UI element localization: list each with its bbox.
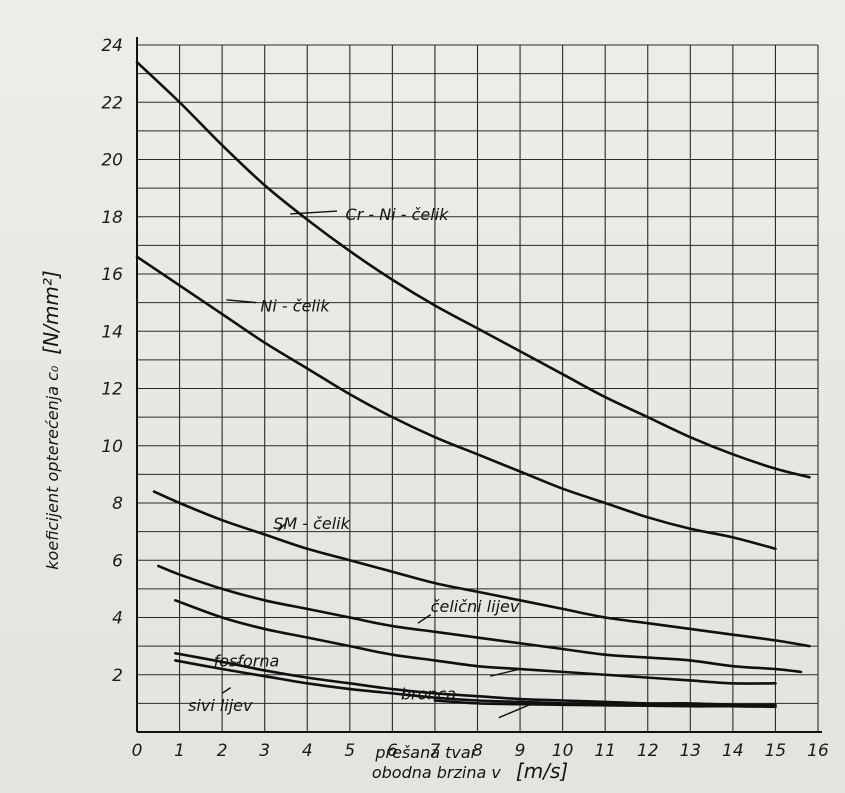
y-axis-title: koeficijent opterećenja c₀ [N/mm²] xyxy=(39,270,63,569)
y-tick-label: 24 xyxy=(101,36,123,56)
y-tick-label: 12 xyxy=(101,380,123,400)
x-tick-label: 14 xyxy=(722,741,744,761)
curve-4 xyxy=(156,564,803,674)
y-tick-label: 20 xyxy=(101,151,123,171)
x-tick-label: 16 xyxy=(807,741,829,761)
y-tick-label: 18 xyxy=(101,208,123,228)
x-axis-title: obodna brzina v [m/s] xyxy=(372,759,568,783)
curve-labels: Cr - Ni - čelik Ni - čelik SM - čelik čelič… xyxy=(188,205,534,762)
curve-1 xyxy=(135,60,811,479)
label-leader-line xyxy=(417,614,432,624)
y-tick-label: 16 xyxy=(101,265,123,285)
x-tick-label: 4 xyxy=(302,741,313,761)
series-label: SM - čelik xyxy=(273,514,350,533)
x-tick-label: 1 xyxy=(174,741,185,761)
series-label: bronca xyxy=(401,684,456,703)
series-label: čelični lijev xyxy=(431,597,520,616)
curve-6 xyxy=(174,651,777,707)
curve-8 xyxy=(433,699,777,709)
x-tick-label: 8 xyxy=(472,741,483,761)
curve-2 xyxy=(135,255,777,551)
tick-labels: 0 1 2 3 4 5 6 7 8 9 10 11 12 13 14 15 162468101214161820… xyxy=(101,36,829,761)
label-leader-line xyxy=(290,210,338,215)
x-tick-label: 6 xyxy=(387,741,398,761)
y-tick-label: 8 xyxy=(112,494,123,514)
axes xyxy=(136,37,822,733)
x-tick-label: 7 xyxy=(430,741,441,761)
x-tick-label: 3 xyxy=(259,741,270,761)
series-label: sivi lijev xyxy=(188,696,253,715)
series-label: fosforna xyxy=(214,651,280,670)
x-tick-label: 12 xyxy=(637,741,659,761)
x-tick-label: 10 xyxy=(552,741,574,761)
curve-3 xyxy=(152,490,811,648)
label-leader-line xyxy=(276,522,287,533)
y-tick-label: 4 xyxy=(112,609,123,629)
curve-5 xyxy=(174,599,777,685)
x-tick-label: 9 xyxy=(515,741,526,761)
grid xyxy=(136,44,819,733)
y-axis-label: koeficijent opterećenja c₀ xyxy=(43,365,62,570)
x-axis-label: obodna brzina v xyxy=(372,763,502,782)
x-tick-label: 13 xyxy=(679,741,701,761)
y-tick-label: 14 xyxy=(101,322,123,342)
label-leader-line xyxy=(234,661,240,666)
label-leader-line xyxy=(221,687,232,694)
y-tick-label: 22 xyxy=(101,93,123,113)
x-tick-label: 0 xyxy=(132,741,143,761)
series-label: Cr - Ni - čelik xyxy=(346,205,450,224)
x-tick-label: 11 xyxy=(594,741,616,761)
label-leader-line xyxy=(498,702,534,719)
y-tick-label: 2 xyxy=(112,666,123,686)
y-axis-unit: [N/mm²] xyxy=(39,270,63,354)
label-leader-line xyxy=(226,299,257,304)
curves xyxy=(135,60,811,709)
series-label: prešana tvar xyxy=(374,743,478,762)
x-tick-label: 2 xyxy=(217,741,228,761)
series-label: Ni - čelik xyxy=(260,296,330,315)
x-tick-label: 15 xyxy=(765,741,787,761)
label-leader-line xyxy=(490,668,521,677)
x-axis-unit: [m/s] xyxy=(516,759,568,783)
x-tick-label: 5 xyxy=(344,741,355,761)
y-tick-label: 6 xyxy=(112,551,123,571)
svg-text:koeficijent opterećenja c₀: koeficijent opterećenja c₀ [N/mm²] xyxy=(39,270,63,569)
y-tick-label: 10 xyxy=(101,437,123,457)
